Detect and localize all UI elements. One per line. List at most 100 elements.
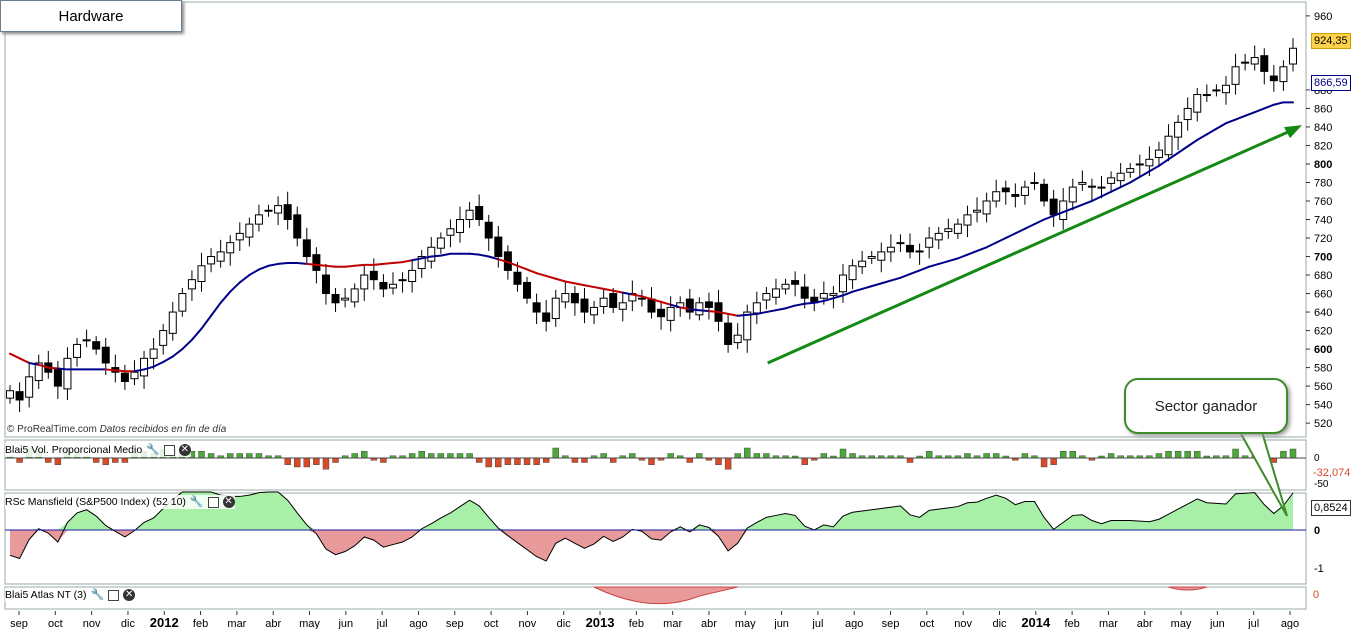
ma-segment — [650, 298, 663, 303]
ma-segment — [727, 312, 739, 317]
candle-body — [877, 251, 886, 261]
price-tick-label: 600 — [1314, 344, 1332, 356]
candle-body — [1126, 168, 1135, 173]
wrench-icon[interactable]: 🔧 — [189, 495, 204, 508]
price-panel — [6, 38, 1297, 413]
ma-segment — [114, 369, 126, 373]
ma-segment — [976, 246, 988, 252]
ma-segment — [1234, 114, 1247, 121]
window-icon[interactable] — [108, 589, 120, 601]
candle-body — [733, 334, 742, 344]
window-icon[interactable] — [207, 496, 219, 508]
time-label: abr — [265, 618, 281, 629]
ma-segment — [679, 306, 691, 311]
candle-body — [800, 286, 809, 299]
volume-bar — [255, 453, 263, 459]
volume-value-tag: -32,074 — [1311, 466, 1353, 480]
candle-body — [101, 346, 110, 364]
mansfield-positive-area — [10, 492, 1293, 530]
trend-arrow — [767, 125, 1302, 365]
ma-segment — [1244, 111, 1256, 117]
volume-bar — [696, 453, 703, 459]
ma-segment — [765, 309, 777, 314]
candle-body — [140, 357, 149, 377]
ma-segment — [564, 280, 576, 285]
ma-segment — [257, 264, 270, 271]
ma-segment — [1023, 223, 1036, 230]
ma-segment — [171, 348, 184, 358]
window-icon[interactable] — [163, 444, 175, 456]
time-label: sep — [10, 618, 28, 629]
candle-body — [82, 339, 91, 342]
wrench-icon[interactable]: 🔧 — [146, 443, 160, 456]
volume-tick-label: -50 — [1314, 479, 1329, 490]
mansfield-negative-area — [10, 530, 1293, 562]
ma-segment — [822, 297, 835, 302]
candle-body — [73, 343, 82, 358]
price-tick-label: 560 — [1314, 381, 1332, 393]
close-icon[interactable]: ✕ — [222, 496, 235, 508]
volume-frame — [4, 439, 1307, 491]
candle-body — [63, 357, 72, 390]
ma-segment — [152, 361, 165, 368]
price-tick-label: 540 — [1314, 400, 1332, 412]
time-label: abr — [1137, 618, 1153, 629]
time-label: ago — [845, 618, 863, 629]
time-label: jun — [337, 618, 353, 629]
candle-body — [216, 251, 225, 262]
close-icon[interactable]: ✕ — [178, 444, 191, 456]
wrench-icon[interactable]: 🔧 — [90, 588, 105, 601]
candle-body — [264, 209, 273, 212]
candle-body — [637, 297, 646, 300]
ma-segment — [1253, 107, 1266, 114]
volume-bar — [1069, 451, 1076, 459]
ma-segment — [535, 272, 548, 277]
ma-segment — [612, 289, 624, 294]
candle-body — [245, 223, 254, 238]
candle-body — [1289, 47, 1297, 65]
time-label: nov — [954, 618, 972, 629]
close-icon[interactable]: ✕ — [123, 589, 136, 601]
candle-body — [781, 283, 790, 290]
candle-body — [1040, 183, 1049, 202]
time-label: feb — [1064, 618, 1079, 629]
candle-body — [1107, 177, 1116, 184]
ma-segment — [382, 262, 394, 265]
ma-segment — [18, 357, 31, 364]
volume-bar — [332, 457, 339, 463]
candle-body — [15, 391, 24, 401]
candle-body — [771, 288, 780, 298]
volume-bar — [667, 453, 674, 459]
volume-bar — [753, 453, 761, 459]
volume-bar — [523, 457, 531, 465]
ma-segment — [353, 263, 366, 267]
volume-bar — [54, 457, 62, 465]
volume-bar — [1289, 448, 1297, 459]
time-label: may — [1171, 618, 1192, 629]
ma-segment — [420, 255, 433, 260]
candle-body — [915, 250, 924, 253]
ma-segment — [1138, 170, 1151, 178]
candle-body — [1164, 135, 1173, 156]
volume-bar — [906, 457, 914, 463]
ma-segment — [411, 257, 423, 262]
ma-segment — [832, 294, 844, 300]
candle-body — [178, 293, 187, 312]
ma-segment — [344, 264, 356, 268]
volume-bar — [849, 453, 856, 459]
ma-segment — [1014, 227, 1026, 235]
ma-segment — [267, 262, 280, 267]
time-label: jul — [376, 618, 388, 629]
ma-segment — [229, 281, 241, 293]
ma-segment — [506, 261, 519, 267]
credit-site: © ProRealTime.com — [7, 424, 97, 435]
ma-segment — [526, 268, 538, 275]
time-label: dic — [557, 618, 572, 629]
mansfield-tick-label: 0 — [1314, 525, 1320, 537]
volume-bar — [313, 457, 320, 465]
candle-body — [274, 205, 283, 214]
volume-bar — [992, 453, 1000, 459]
ma-segment — [1129, 175, 1141, 184]
volume-bar — [351, 453, 358, 459]
candle-body — [379, 281, 388, 290]
